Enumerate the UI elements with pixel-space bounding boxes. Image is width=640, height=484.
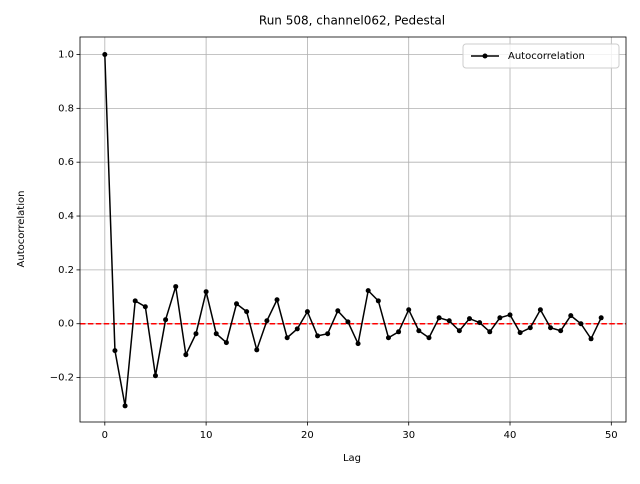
data-point [578, 321, 584, 327]
data-point [335, 308, 341, 314]
data-point [345, 319, 351, 325]
data-point [163, 317, 169, 323]
data-point [294, 326, 300, 332]
data-point [325, 331, 331, 337]
data-point [173, 284, 179, 290]
data-point [102, 52, 108, 57]
data-point [426, 335, 432, 341]
x-tick-label: 0 [102, 430, 108, 441]
y-tick-label: 0.8 [58, 103, 74, 114]
legend-box [462, 43, 620, 69]
data-point [588, 336, 594, 342]
data-point [598, 315, 604, 321]
data-point [244, 309, 250, 315]
y-tick-label: −0.2 [50, 373, 74, 384]
data-point [497, 315, 503, 321]
data-point [234, 301, 240, 307]
y-tick-label: 0.2 [58, 265, 74, 276]
data-point [223, 340, 229, 346]
data-point [507, 312, 513, 318]
y-tick-label: 0.0 [58, 319, 74, 330]
data-point [527, 325, 533, 331]
x-tick-label: 50 [605, 430, 618, 441]
data-line [104, 54, 602, 406]
data-point [112, 348, 118, 354]
data-point [152, 373, 158, 379]
data-point [274, 297, 280, 303]
chart-title: Run 508, channel062, Pedestal [259, 14, 445, 28]
data-point [254, 347, 260, 353]
data-point [385, 335, 391, 341]
legend-marker [482, 53, 488, 59]
data-point [416, 328, 422, 334]
data-point [406, 307, 412, 313]
data-point [537, 307, 543, 313]
data-point [203, 289, 209, 295]
x-axis-label: Lag [343, 453, 361, 464]
y-axis-label: Autocorrelation [16, 191, 27, 268]
data-point [193, 331, 199, 337]
data-point [568, 313, 574, 319]
data-point [213, 331, 219, 337]
data-point [315, 333, 321, 339]
data-point [548, 325, 554, 331]
data-point [375, 298, 381, 304]
y-tick-label: 1.0 [58, 50, 74, 61]
data-point [122, 403, 128, 409]
legend-label: Autocorrelation [508, 51, 585, 62]
plot-frame [79, 36, 627, 423]
data-point [365, 288, 371, 294]
data-point [446, 318, 452, 324]
y-tick-label: 0.6 [58, 157, 74, 168]
data-point [456, 328, 462, 334]
data-point [517, 330, 523, 336]
x-tick-label: 40 [504, 430, 517, 441]
data-point [466, 316, 472, 322]
data-point [264, 318, 270, 324]
data-point [436, 315, 442, 321]
data-point [304, 309, 310, 315]
data-point [183, 352, 189, 358]
data-point [477, 320, 483, 326]
data-point [487, 329, 493, 335]
x-tick-label: 20 [301, 430, 314, 441]
data-point [132, 298, 138, 304]
data-point [284, 335, 290, 341]
x-tick-label: 10 [200, 430, 213, 441]
data-point [142, 304, 148, 310]
x-tick-label: 30 [402, 430, 415, 441]
data-point [396, 329, 402, 335]
data-point [558, 328, 564, 334]
data-point [355, 341, 361, 347]
y-tick-label: 0.4 [58, 211, 74, 222]
